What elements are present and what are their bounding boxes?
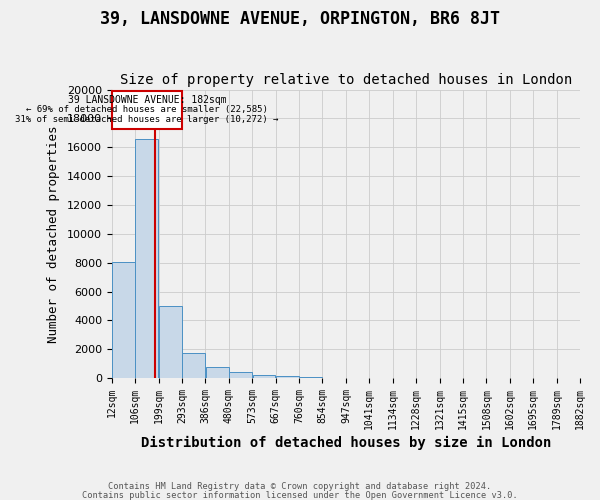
Text: ← 69% of detached houses are smaller (22,585): ← 69% of detached houses are smaller (22… — [26, 105, 268, 114]
Bar — [299, 376, 322, 378]
Text: Contains public sector information licensed under the Open Government Licence v3: Contains public sector information licen… — [82, 491, 518, 500]
Title: Size of property relative to detached houses in London: Size of property relative to detached ho… — [120, 73, 572, 87]
Bar — [182, 353, 205, 378]
Text: 39 LANSDOWNE AVENUE: 182sqm: 39 LANSDOWNE AVENUE: 182sqm — [68, 96, 226, 106]
Bar — [136, 138, 158, 378]
Text: 31% of semi-detached houses are larger (10,272) →: 31% of semi-detached houses are larger (… — [15, 114, 278, 124]
Bar — [253, 375, 275, 378]
Bar — [159, 306, 182, 378]
Bar — [112, 262, 135, 378]
Bar — [276, 376, 299, 378]
FancyBboxPatch shape — [112, 91, 182, 128]
Bar — [229, 372, 252, 378]
Bar — [206, 366, 229, 378]
Y-axis label: Number of detached properties: Number of detached properties — [47, 125, 60, 342]
Text: Contains HM Land Registry data © Crown copyright and database right 2024.: Contains HM Land Registry data © Crown c… — [109, 482, 491, 491]
Text: 39, LANSDOWNE AVENUE, ORPINGTON, BR6 8JT: 39, LANSDOWNE AVENUE, ORPINGTON, BR6 8JT — [100, 10, 500, 28]
X-axis label: Distribution of detached houses by size in London: Distribution of detached houses by size … — [141, 436, 551, 450]
